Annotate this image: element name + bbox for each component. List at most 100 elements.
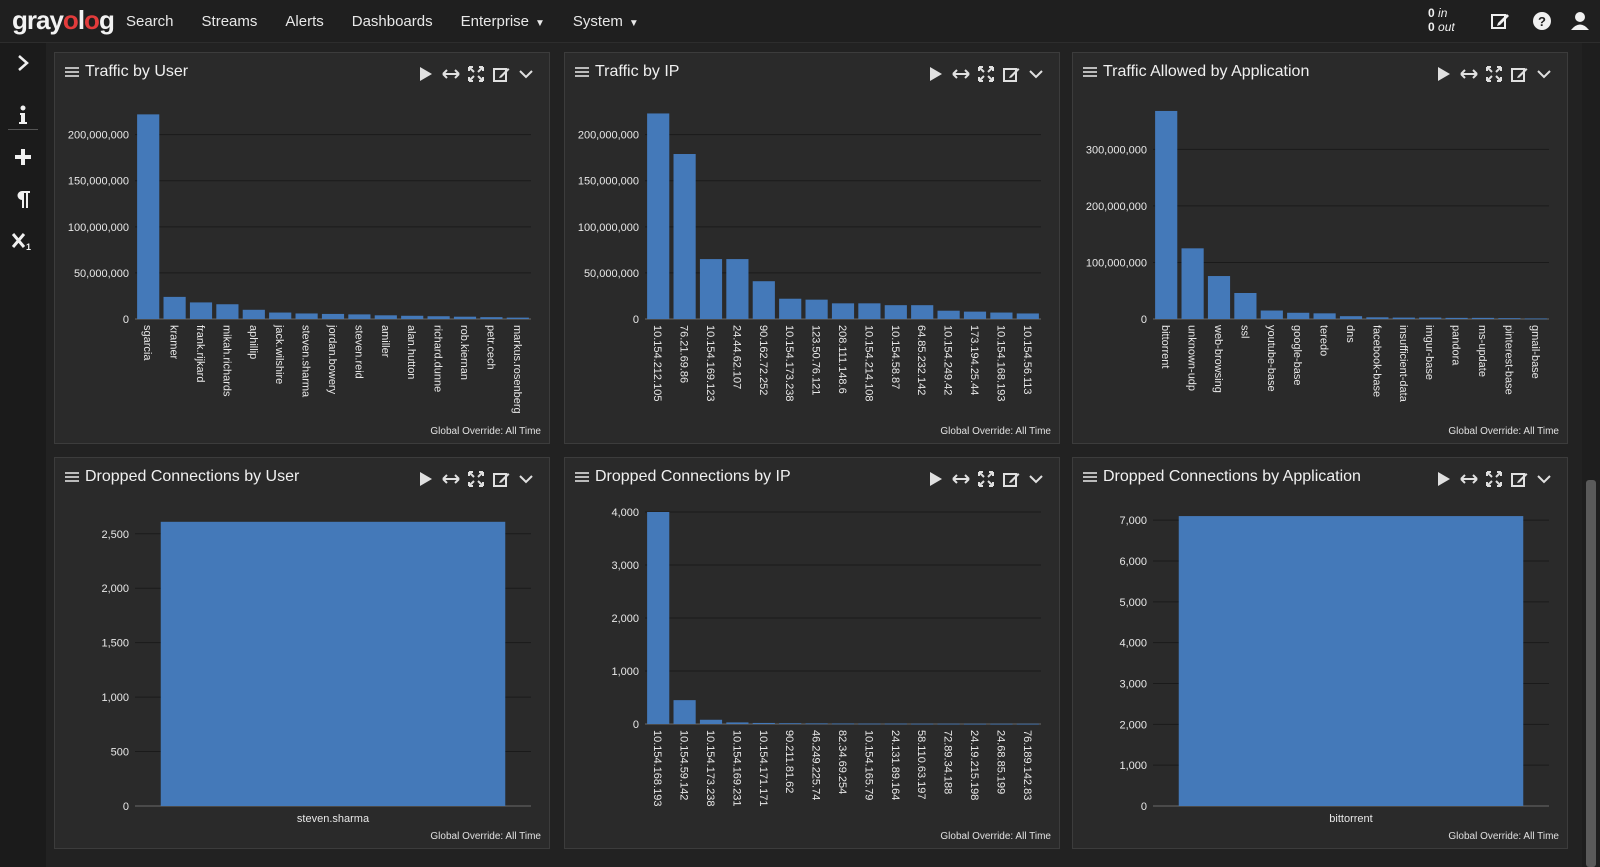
drag-handle-icon[interactable] <box>575 67 589 77</box>
resize-width-icon[interactable] <box>442 470 460 488</box>
chart-bar[interactable] <box>189 302 213 319</box>
resize-width-icon[interactable] <box>442 65 460 83</box>
subscript-icon[interactable]: 1 <box>9 227 37 255</box>
chart-bar[interactable] <box>911 723 934 725</box>
chart-bar[interactable] <box>647 113 670 319</box>
chart-bar[interactable] <box>726 259 749 319</box>
fullscreen-icon[interactable] <box>977 65 995 83</box>
throughput-indicator[interactable]: 0 in 0 out <box>1428 6 1455 34</box>
graylog-logo[interactable]: grayolog <box>12 5 115 35</box>
resize-width-icon[interactable] <box>1460 470 1478 488</box>
fullscreen-icon[interactable] <box>467 470 485 488</box>
chart-bar[interactable] <box>831 723 855 725</box>
edit-widget-icon[interactable] <box>492 470 510 488</box>
chevron-down-icon[interactable] <box>1027 65 1045 83</box>
user-icon[interactable] <box>1568 9 1592 33</box>
chart-bar[interactable] <box>884 723 907 725</box>
chart-bar[interactable] <box>779 298 802 319</box>
fullscreen-icon[interactable] <box>467 65 485 83</box>
chart-bar[interactable] <box>1419 317 1442 319</box>
resize-width-icon[interactable] <box>952 470 970 488</box>
chart-bar[interactable] <box>506 317 529 319</box>
info-icon[interactable] <box>9 101 37 129</box>
drag-handle-icon[interactable] <box>1083 67 1097 77</box>
play-icon[interactable] <box>417 65 435 83</box>
chart-bar[interactable] <box>1155 110 1178 319</box>
chart-bar[interactable] <box>1392 317 1415 319</box>
chart-bar[interactable] <box>216 304 239 319</box>
nav-system[interactable]: System ▼ <box>573 13 639 30</box>
chart-bar[interactable] <box>963 723 987 725</box>
chart-bar[interactable] <box>321 313 345 319</box>
chart-bar[interactable] <box>831 303 855 319</box>
chart-bar[interactable] <box>1524 318 1547 320</box>
chart-bar[interactable] <box>374 315 397 319</box>
chart-bar[interactable] <box>1287 312 1310 319</box>
edit-widget-icon[interactable] <box>1510 470 1528 488</box>
resize-width-icon[interactable] <box>1460 65 1478 83</box>
chart-bar[interactable] <box>752 281 775 319</box>
chart-bar[interactable] <box>673 700 696 724</box>
chart-bar[interactable] <box>1207 276 1231 319</box>
chart-bar[interactable] <box>163 296 186 319</box>
chevron-right-icon[interactable] <box>9 49 37 77</box>
chart-bar[interactable] <box>1339 316 1363 319</box>
chart-bar[interactable] <box>1234 292 1257 319</box>
nav-enterprise[interactable]: Enterprise ▼ <box>461 13 545 30</box>
chart-bar[interactable] <box>242 309 265 319</box>
edit-widget-icon[interactable] <box>492 65 510 83</box>
chart-bar[interactable] <box>1313 313 1336 319</box>
chart-bar[interactable] <box>1181 248 1204 319</box>
chart-bar[interactable] <box>1471 317 1495 319</box>
chart-bar[interactable] <box>453 316 477 319</box>
drag-handle-icon[interactable] <box>65 67 79 77</box>
paragraph-icon[interactable] <box>9 185 37 213</box>
chart-bar[interactable] <box>1260 310 1283 319</box>
chart-bar[interactable] <box>779 723 802 725</box>
chart-bar[interactable] <box>1016 723 1039 725</box>
chart-bar[interactable] <box>295 313 318 319</box>
chevron-down-icon[interactable] <box>1535 65 1553 83</box>
nav-alerts[interactable]: Alerts <box>285 12 324 30</box>
chart-bar[interactable] <box>884 305 907 319</box>
chart-bar[interactable] <box>699 259 723 319</box>
fullscreen-icon[interactable] <box>1485 470 1503 488</box>
chart-bar[interactable] <box>858 723 881 725</box>
chevron-down-icon[interactable] <box>1027 470 1045 488</box>
chart-bar[interactable] <box>480 317 503 319</box>
chart-bar[interactable] <box>160 521 506 806</box>
fullscreen-icon[interactable] <box>1485 65 1503 83</box>
edit-widget-icon[interactable] <box>1002 470 1020 488</box>
chart-bar[interactable] <box>401 315 424 319</box>
nav-streams[interactable]: Streams <box>201 12 258 30</box>
play-icon[interactable] <box>927 65 945 83</box>
chart-bar[interactable] <box>911 305 934 319</box>
edit-widget-icon[interactable] <box>1002 65 1020 83</box>
chart-bar[interactable] <box>990 312 1013 319</box>
chart-bar[interactable] <box>137 114 160 319</box>
drag-handle-icon[interactable] <box>575 472 589 482</box>
chart-bar[interactable] <box>269 312 292 319</box>
help-icon[interactable]: ? <box>1530 9 1554 33</box>
edit-widget-icon[interactable] <box>1510 65 1528 83</box>
chart-bar[interactable] <box>805 299 828 319</box>
chart-bar[interactable] <box>963 311 987 319</box>
chart-bar[interactable] <box>427 316 450 319</box>
nav-search[interactable]: Search <box>126 12 174 30</box>
play-icon[interactable] <box>1435 470 1453 488</box>
chart-bar[interactable] <box>348 314 371 319</box>
play-icon[interactable] <box>1435 65 1453 83</box>
chart-bar[interactable] <box>673 154 696 319</box>
resize-width-icon[interactable] <box>952 65 970 83</box>
edit-icon[interactable] <box>1488 9 1512 33</box>
chart-bar[interactable] <box>699 719 723 724</box>
plus-icon[interactable] <box>9 143 37 171</box>
chart-bar[interactable] <box>752 722 775 724</box>
drag-handle-icon[interactable] <box>65 472 79 482</box>
chevron-down-icon[interactable] <box>517 65 535 83</box>
chart-bar[interactable] <box>858 303 881 319</box>
chart-bar[interactable] <box>1178 516 1524 806</box>
page-scrollbar-thumb[interactable] <box>1586 480 1596 867</box>
chart-bar[interactable] <box>647 512 670 724</box>
chevron-down-icon[interactable] <box>1535 470 1553 488</box>
